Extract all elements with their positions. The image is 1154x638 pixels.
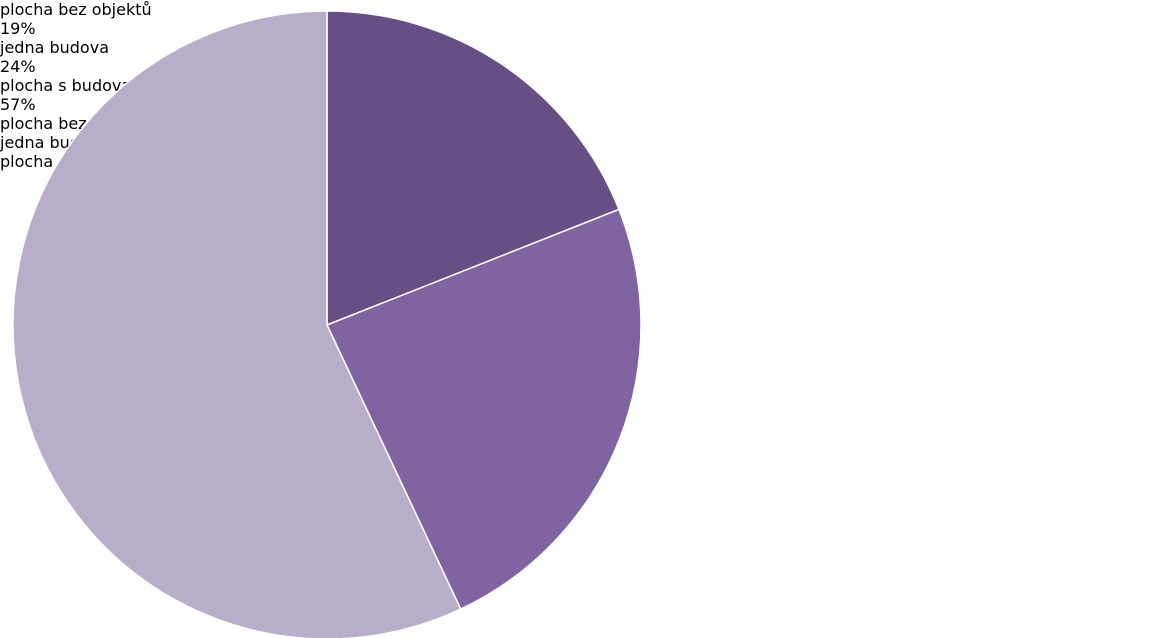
slice-value: 19% xyxy=(0,19,36,38)
slice-category: plocha bez objektů xyxy=(0,0,152,19)
slice-category: jedna budova xyxy=(0,38,109,57)
pie-slice xyxy=(12,10,462,638)
slice-label: jedna budova 24% xyxy=(0,38,1154,76)
slice-value: 57% xyxy=(0,95,36,114)
slice-category: plocha s budovami xyxy=(0,76,152,95)
slice-label: plocha bez objektů 19% xyxy=(0,0,1154,38)
pie-slice xyxy=(325,208,642,611)
slice-value: 24% xyxy=(0,57,36,76)
pie-slice xyxy=(326,10,620,327)
slice-label: plocha s budovami 57% xyxy=(0,76,1154,114)
